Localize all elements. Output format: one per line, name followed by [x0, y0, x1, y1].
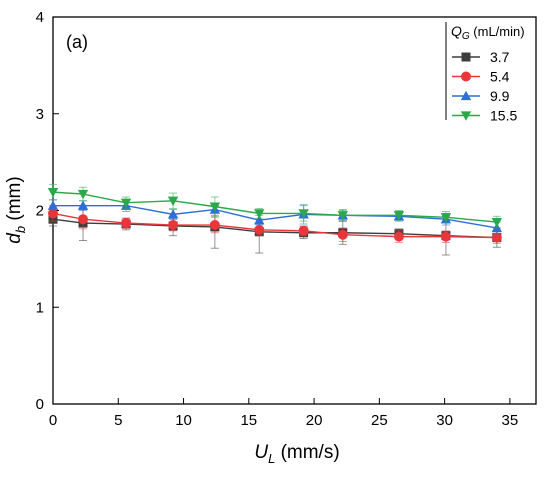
- data-point: [121, 218, 132, 229]
- x-tick-label: 30: [436, 412, 453, 429]
- x-axis-title-unit: (mm/s): [275, 442, 339, 463]
- legend-item: 15.5: [452, 108, 517, 124]
- data-point: [393, 211, 405, 221]
- data-point: [491, 232, 502, 243]
- data-point: [47, 200, 59, 210]
- x-tick-label: 25: [371, 412, 388, 429]
- data-point: [440, 213, 452, 223]
- x-tick-label: 15: [240, 412, 257, 429]
- legend-title: QG (mL/min): [451, 23, 525, 42]
- legend-swatch-marker: [461, 71, 471, 82]
- data-point: [48, 208, 58, 219]
- x-tick-label: 20: [306, 412, 323, 429]
- data-point: [77, 189, 89, 200]
- data-point: [254, 224, 265, 235]
- series-15.5: [47, 183, 503, 229]
- y-axis-title-unit: (mm): [4, 176, 25, 226]
- y-tick-label: 1: [36, 299, 44, 316]
- legend-title-sub: G: [462, 31, 470, 42]
- data-point: [120, 198, 132, 208]
- y-tick-label: 3: [36, 106, 44, 123]
- data-point: [440, 231, 451, 242]
- y-axis-title: db (mm): [4, 176, 28, 243]
- data-point: [209, 202, 221, 212]
- x-tick-label: 35: [502, 412, 519, 429]
- legend-swatch-marker: [460, 90, 472, 101]
- y-axis-title-sub: b: [13, 226, 28, 233]
- legend-label: 3.7: [490, 49, 510, 65]
- data-point: [47, 187, 59, 198]
- data-point: [337, 229, 348, 240]
- x-tick-label: 10: [175, 412, 192, 429]
- data-point: [167, 209, 179, 219]
- data-point: [77, 200, 89, 210]
- legend-label: 15.5: [490, 108, 517, 124]
- data-point: [393, 231, 404, 242]
- legend-title-unit: (mL/min): [470, 24, 525, 39]
- legend-items: 3.7 5.4 9.9 15.5: [452, 49, 517, 124]
- x-tick-label: 5: [114, 412, 122, 429]
- legend-label: 5.4: [490, 69, 510, 85]
- legend-item: 9.9: [452, 88, 510, 104]
- legend-item: 5.4: [452, 69, 510, 85]
- data-point: [168, 220, 179, 231]
- data-point: [254, 214, 265, 225]
- data-point: [491, 217, 503, 228]
- legend-title-main: Q: [451, 23, 462, 39]
- y-tick-label: 0: [36, 396, 44, 413]
- data-point: [254, 209, 265, 219]
- x-axis-title: UL (mm/s): [254, 442, 339, 466]
- data-point: [209, 220, 220, 231]
- legend-swatch-marker: [460, 111, 472, 121]
- x-tick-label: 0: [49, 412, 57, 429]
- data-point: [298, 225, 309, 236]
- legend-label: 9.9: [490, 88, 510, 104]
- data-point: [78, 214, 89, 225]
- data-point: [337, 211, 348, 221]
- data-point: [298, 209, 309, 219]
- x-axis-title-main: U: [254, 442, 268, 463]
- data-point: [167, 196, 179, 207]
- x-axis-title-sub: L: [268, 451, 275, 466]
- axis-ticks: 0 5 10 15 20 25 30 35 0 1 2 3 4: [36, 9, 519, 429]
- panel-label: (a): [66, 32, 88, 52]
- series-5.4: [48, 205, 502, 244]
- legend-item: 3.7: [452, 49, 510, 65]
- series-layer: [47, 183, 503, 256]
- y-tick-label: 2: [36, 203, 44, 220]
- legend-swatch-marker: [461, 52, 471, 62]
- legend: QG (mL/min) 3.7 5.4 9.9 15.5: [445, 22, 525, 124]
- y-tick-label: 4: [36, 9, 44, 26]
- y-axis-title-main: d: [4, 232, 25, 244]
